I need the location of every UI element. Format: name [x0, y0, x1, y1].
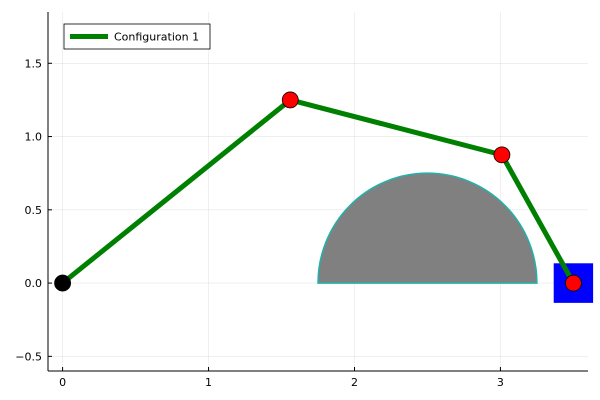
- series-layer: [54, 91, 582, 292]
- y-tick-label: 0.0: [25, 277, 43, 290]
- joint-marker: [493, 146, 511, 164]
- x-tick-label: 1: [205, 376, 212, 389]
- x-tick-label: 0: [59, 376, 66, 389]
- obstacle-semicircle: [317, 172, 538, 284]
- joint-marker: [565, 274, 582, 292]
- series-line: [60, 97, 576, 286]
- y-tick-label: −0.5: [15, 350, 42, 363]
- y-tick-label: 1.5: [25, 57, 43, 70]
- y-tick-label: 0.5: [25, 204, 43, 217]
- base-joint-marker: [54, 274, 71, 292]
- y-tick-label: 1.0: [25, 131, 43, 144]
- tick-labels: 0 1 2 3 −0.5 0.0 0.5 1.0 1.5: [15, 57, 504, 389]
- shapes: [317, 172, 594, 303]
- legend: Configuration 1: [63, 23, 211, 50]
- joint-marker: [281, 91, 299, 109]
- x-tick-label: 2: [351, 376, 358, 389]
- legend-box: [63, 23, 211, 50]
- x-tick-label: 3: [497, 376, 504, 389]
- axes: [47, 12, 588, 372]
- legend-label: Configuration 1: [114, 31, 199, 44]
